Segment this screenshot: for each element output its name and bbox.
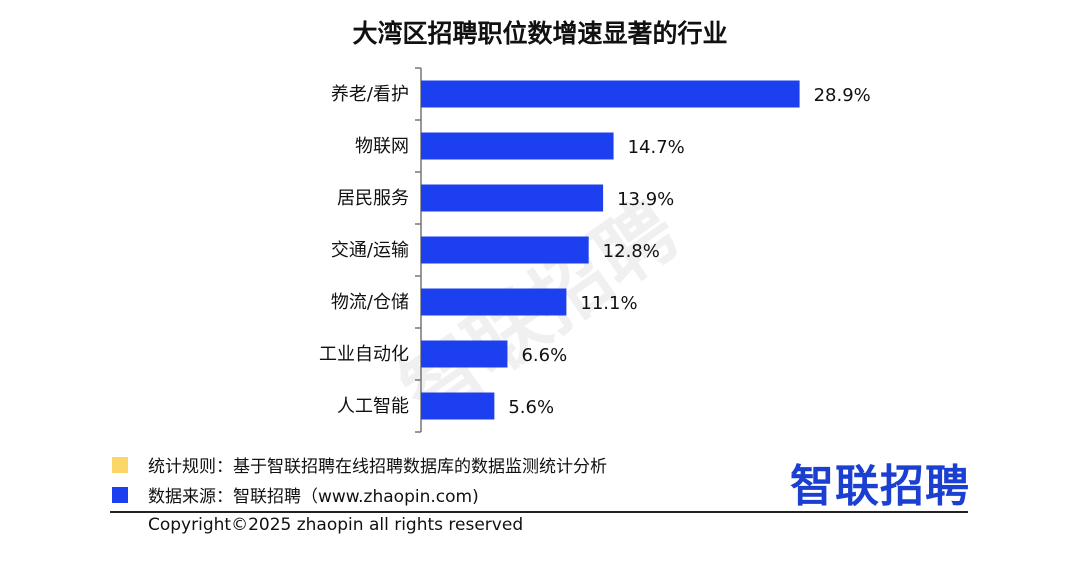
data-label: 5.6% bbox=[508, 397, 554, 418]
data-label: 6.6% bbox=[521, 345, 567, 366]
data-label: 12.8% bbox=[603, 241, 660, 262]
bar bbox=[421, 184, 604, 212]
category-label: 工业自动化 bbox=[319, 344, 409, 365]
legend-swatch-yellow bbox=[112, 456, 128, 473]
category-label: 人工智能 bbox=[337, 396, 409, 417]
data-label: 28.9% bbox=[814, 85, 871, 106]
bar bbox=[421, 340, 508, 368]
category-label: 养老/看护 bbox=[331, 84, 409, 105]
category-label: 物流/仓储 bbox=[331, 292, 409, 313]
data-label: 13.9% bbox=[617, 189, 674, 210]
category-label: 交通/运输 bbox=[331, 240, 409, 261]
bar bbox=[421, 132, 614, 160]
copyright: Copyright©2025 zhaopin all rights reserv… bbox=[148, 515, 524, 535]
data-label: 14.7% bbox=[628, 137, 685, 158]
bar bbox=[421, 236, 589, 264]
divider bbox=[110, 511, 968, 513]
chart-title: 大湾区招聘职位数增速显著的行业 bbox=[352, 19, 728, 48]
legend-text: 数据来源：智联招聘（www.zhaopin.com) bbox=[148, 487, 479, 507]
bar bbox=[421, 288, 567, 316]
category-label: 居民服务 bbox=[337, 188, 409, 209]
data-label: 11.1% bbox=[580, 293, 637, 314]
legend-item-rule: 统计规则：基于智联招聘在线招聘数据库的数据监测统计分析 bbox=[112, 452, 607, 477]
bar bbox=[421, 392, 495, 420]
bar bbox=[421, 80, 800, 108]
legend-swatch-blue bbox=[112, 486, 128, 503]
category-label: 物联网 bbox=[355, 136, 409, 157]
legend-item-source: 数据来源：智联招聘（www.zhaopin.com) bbox=[112, 482, 479, 507]
legend-text: 统计规则：基于智联招聘在线招聘数据库的数据监测统计分析 bbox=[148, 457, 607, 477]
zhaopin-logo: 智联招聘 bbox=[790, 461, 970, 512]
